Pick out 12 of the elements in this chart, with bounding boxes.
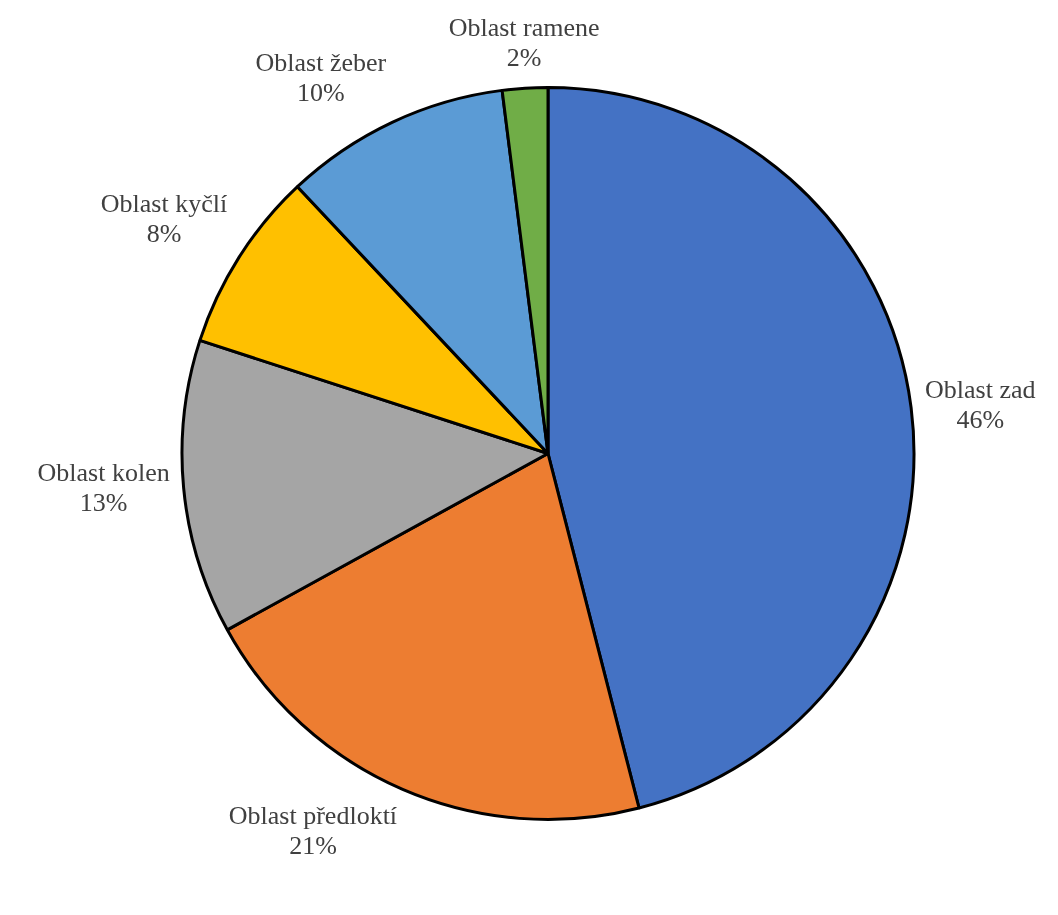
- data-label: 13%: [79, 488, 128, 518]
- data-label: 46%: [956, 404, 1005, 434]
- slice-label: Oblast kolen: [37, 458, 170, 488]
- data-label: 10%: [297, 78, 345, 108]
- slice-label: Oblast předloktí: [228, 801, 398, 831]
- data-label: 21%: [289, 831, 337, 861]
- slice-label: Oblast zad: [925, 374, 1036, 404]
- data-label: 8%: [146, 218, 182, 248]
- slice-label: Oblast ramene: [448, 13, 600, 43]
- data-label: 2%: [506, 43, 542, 73]
- slice-label: Oblast žeber: [255, 48, 387, 78]
- slice-label: Oblast kyčlí: [100, 188, 228, 218]
